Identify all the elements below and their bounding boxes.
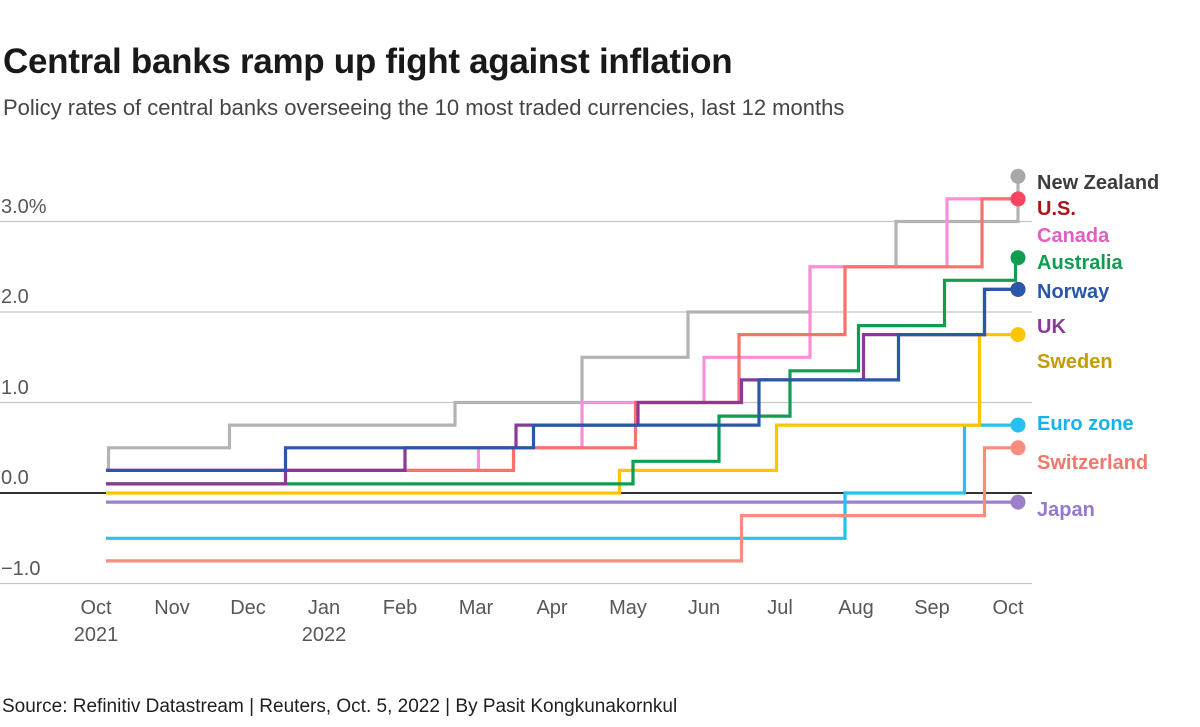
y-axis-label--1: −1.0: [1, 557, 41, 580]
page-subtitle: Policy rates of central banks overseeing…: [3, 95, 845, 120]
x-axis-year-2022: 2022: [301, 624, 347, 646]
legend-label-norway: Norway: [1037, 281, 1110, 303]
series-line-new_zealand: [106, 176, 1020, 472]
series-dots: [1010, 168, 1026, 510]
x-axis-label-2022-05-01: May: [609, 597, 647, 619]
legend-label-euro_zone: Euro zone: [1037, 413, 1134, 435]
series-line-switzerland: [106, 446, 1018, 563]
series-line-sweden: [106, 333, 1018, 495]
x-axis-label-2022-07-01: Jul: [767, 597, 793, 619]
series-dot-australia: [1010, 250, 1026, 266]
series-line-norway: [106, 287, 1018, 472]
series-dot-new_zealand: [1010, 168, 1026, 184]
series-dot-switzerland: [1010, 440, 1026, 456]
series-line-uk: [106, 287, 1018, 486]
series-dot-japan: [1010, 494, 1026, 510]
source-credit: Source: Refinitiv Datastream | Reuters, …: [2, 696, 678, 717]
y-axis-label-1: 1.0: [1, 376, 29, 399]
series-line-canada: [106, 197, 1018, 472]
series-dot-sweden: [1010, 327, 1026, 343]
x-axis-label-2022-01-01: Jan: [307, 597, 341, 619]
series-line-euro_zone: [106, 423, 1018, 540]
x-axis-label-2022-04-01: Apr: [536, 597, 568, 619]
chart-canvas: [0, 168, 1032, 585]
series-lines: [106, 176, 1020, 563]
x-axis-label-2021-12-01: Dec: [230, 597, 266, 619]
y-axis-label-3: 3.0%: [1, 195, 47, 218]
x-axis-label-2022-03-01: Mar: [458, 597, 494, 619]
x-axis-label-2022-09-01: Sep: [914, 597, 950, 619]
x-axis-label-2022-02-01: Feb: [382, 597, 418, 619]
y-axis-label-2: 2.0: [1, 286, 29, 308]
page-title: Central banks ramp up fight against infl…: [3, 42, 733, 82]
series-line-australia: [106, 256, 1018, 486]
series-dot-norway: [1010, 281, 1026, 297]
y-axis-label-0: 0.0: [1, 467, 29, 489]
series-dot-euro_zone: [1010, 417, 1026, 433]
legend-label-sweden: Sweden: [1037, 351, 1113, 373]
legend-label-japan: Japan: [1037, 499, 1095, 521]
x-axis-label-2022-06-01: Jun: [687, 597, 721, 619]
legend-label-australia: Australia: [1037, 252, 1123, 274]
x-axis-label-2022-10-01: Oct: [992, 597, 1024, 619]
x-axis-label-2021-11-01: Nov: [154, 597, 190, 619]
legend-label-uk: UK: [1037, 316, 1066, 338]
legend-label-us: U.S.: [1037, 198, 1076, 220]
x-axis-year-2021: 2021: [73, 624, 119, 646]
legend-label-new_zealand: New Zealand: [1037, 172, 1160, 194]
legend-label-canada: Canada: [1037, 225, 1110, 247]
series-line-us: [106, 197, 1018, 472]
x-axis-label-2021-10-01: Oct: [80, 597, 112, 619]
series-dot-us: [1010, 191, 1026, 207]
x-axis-label-2022-08-01: Aug: [838, 597, 874, 619]
legend-label-switzerland: Switzerland: [1037, 452, 1149, 474]
